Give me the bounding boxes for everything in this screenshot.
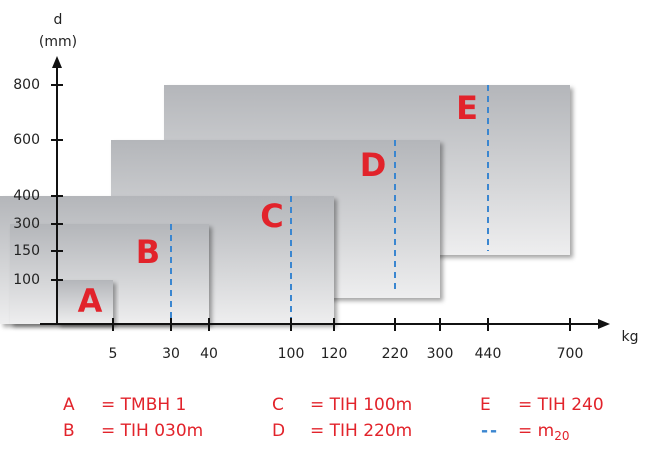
box-label: C [260,197,283,235]
x-label: kg [622,329,639,345]
legend-key: E [480,395,491,415]
x-tick-label: 220 [382,346,409,362]
legend-text-main: = TIH 100m [310,395,412,415]
legend-key: -- [481,421,499,441]
box-label: E [456,89,478,127]
y-label: d [54,12,63,28]
legend-key: C [272,395,284,415]
x-tick-label: 120 [321,346,348,362]
box-label: D [360,146,387,184]
x-tick-label: 440 [475,346,502,362]
y-tick-label: 600 [13,132,40,148]
legend-text: = TIH 100m [310,395,412,415]
legend-key: A [63,395,75,415]
legend-text-main: = m [518,421,554,441]
box-label: B [136,233,160,271]
y-tick-label: 400 [13,188,40,204]
legend-text-main: = TIH 030m [101,421,203,441]
boxes: E D C BA [0,85,570,324]
x-tick-label: 40 [200,346,218,362]
legend-text: = TIH 220m [310,421,412,441]
y-arrow [52,56,62,68]
x-tick-label: 700 [557,346,584,362]
legend-subscript: 20 [554,429,569,443]
y-tick-label: 300 [13,216,40,232]
range-box [57,280,113,324]
legend-text-main: = TIH 240 [518,395,604,415]
legend-text: = m20 [518,421,570,443]
legend-text-main: = TMBH 1 [101,395,186,415]
y-tick-label: 800 [13,77,40,93]
legend: A = TMBH 1 B = TIH 030m C = TIH 100m D = TIH 22… [63,395,604,443]
legend-text: = TMBH 1 [101,395,186,415]
legend-text: = TIH 030m [101,421,203,441]
y-tick-label: 150 [13,243,40,259]
x-arrow [598,319,610,329]
x-tick-label: 100 [278,346,305,362]
legend-key: B [63,421,75,441]
x-tick-label: 300 [427,346,454,362]
legend-text: = TIH 240 [518,395,604,415]
legend-text-main: = TIH 220m [310,421,412,441]
y-tick-label: 100 [13,272,40,288]
legend-key: D [272,421,285,441]
y-unit: (mm) [39,34,77,50]
x-tick-label: 30 [162,346,180,362]
x-tick-label: 5 [109,346,118,362]
box-label: A [78,282,103,320]
